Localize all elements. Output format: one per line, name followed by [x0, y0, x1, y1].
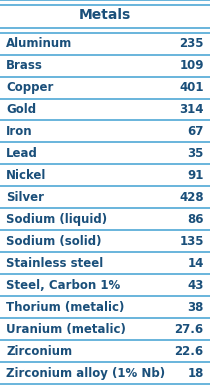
- Text: Stainless steel: Stainless steel: [6, 257, 104, 270]
- Text: Lead: Lead: [6, 147, 38, 160]
- Text: Brass: Brass: [6, 59, 43, 72]
- Text: 38: 38: [187, 301, 204, 314]
- Text: Gold: Gold: [6, 103, 36, 116]
- Text: Copper: Copper: [6, 81, 54, 94]
- Text: 235: 235: [179, 37, 204, 50]
- Text: Aluminum: Aluminum: [6, 37, 72, 50]
- Text: 67: 67: [187, 125, 204, 138]
- Text: 27.6: 27.6: [175, 323, 204, 336]
- Text: Thorium (metalic): Thorium (metalic): [6, 301, 125, 314]
- Text: Silver: Silver: [6, 191, 44, 204]
- Text: 18: 18: [187, 367, 204, 379]
- Text: 35: 35: [187, 147, 204, 160]
- Text: Metals: Metals: [79, 9, 131, 23]
- Text: 22.6: 22.6: [175, 345, 204, 358]
- Text: 91: 91: [187, 169, 204, 182]
- Text: Sodium (liquid): Sodium (liquid): [6, 213, 108, 226]
- Text: 314: 314: [179, 103, 204, 116]
- Text: Iron: Iron: [6, 125, 33, 138]
- Text: 135: 135: [179, 235, 204, 248]
- Text: 109: 109: [179, 59, 204, 72]
- Text: Zirconium alloy (1% Nb): Zirconium alloy (1% Nb): [6, 367, 165, 379]
- Text: Sodium (solid): Sodium (solid): [6, 235, 102, 248]
- Text: 401: 401: [179, 81, 204, 94]
- Text: Steel, Carbon 1%: Steel, Carbon 1%: [6, 279, 121, 292]
- Text: Zirconium: Zirconium: [6, 345, 72, 358]
- Text: 43: 43: [187, 279, 204, 292]
- Text: 86: 86: [187, 213, 204, 226]
- Text: Uranium (metalic): Uranium (metalic): [6, 323, 126, 336]
- Text: 428: 428: [179, 191, 204, 204]
- Text: 14: 14: [187, 257, 204, 270]
- Text: Nickel: Nickel: [6, 169, 47, 182]
